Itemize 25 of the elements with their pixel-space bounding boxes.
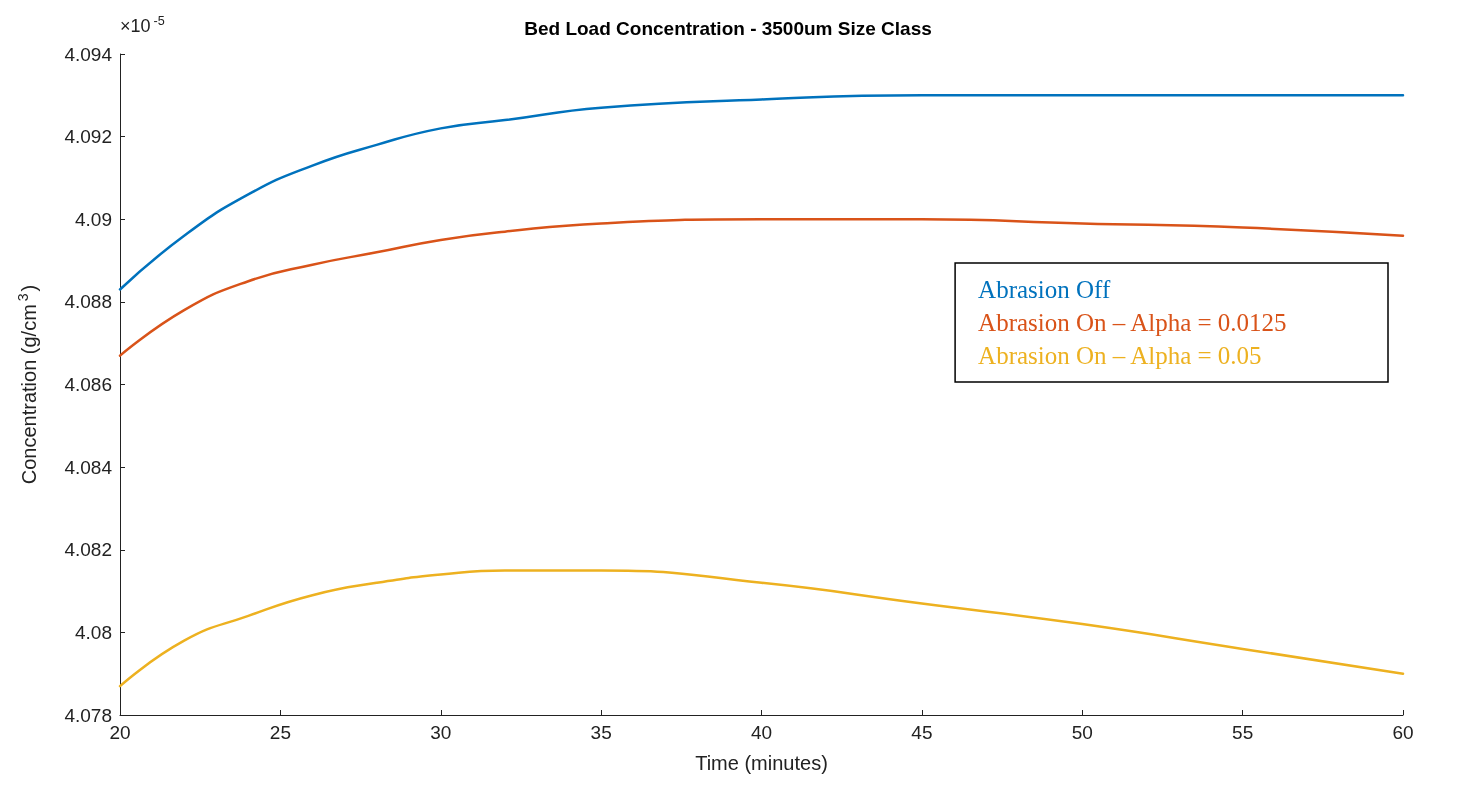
x-tick-label: 55 bbox=[1232, 722, 1254, 743]
text: Abrasion On – Alpha = 0.0125 bbox=[978, 309, 1287, 336]
x-tick-label: 45 bbox=[911, 722, 933, 743]
y-tick-label: 4.09 bbox=[75, 208, 112, 230]
x-tick-label: 50 bbox=[1071, 722, 1093, 743]
x-tick-label: 35 bbox=[590, 722, 612, 743]
text: Abrasion Off bbox=[978, 276, 1111, 303]
y-tick-label: 4.088 bbox=[64, 291, 112, 313]
x-tick-label: 40 bbox=[750, 722, 773, 743]
x-tick-label: 60 bbox=[1392, 722, 1414, 743]
y-tick-label: 4.086 bbox=[64, 374, 112, 395]
x-tick-label: 30 bbox=[430, 722, 452, 743]
y-tick-label: 4.082 bbox=[64, 539, 112, 561]
x-tick-label: 20 bbox=[109, 722, 131, 743]
y-tick-label: 4.092 bbox=[64, 126, 112, 148]
text: Abrasion On – Alpha = 0.05 bbox=[978, 342, 1262, 369]
y-tick-label: 4.078 bbox=[64, 704, 112, 726]
y-tick-label: 4.084 bbox=[64, 456, 113, 478]
chart-title: Bed Load Concentration - 3500um Size Class bbox=[524, 18, 932, 39]
y-axis-title: Concentration (g/cm3) bbox=[15, 284, 40, 485]
y-tick-label: 4.094 bbox=[64, 43, 113, 65]
y-tick-label: 4.08 bbox=[75, 621, 112, 643]
x-axis-title: Time (minutes) bbox=[695, 752, 828, 774]
x-tick-label: 25 bbox=[269, 722, 291, 743]
line-series bbox=[118, 569, 1405, 688]
